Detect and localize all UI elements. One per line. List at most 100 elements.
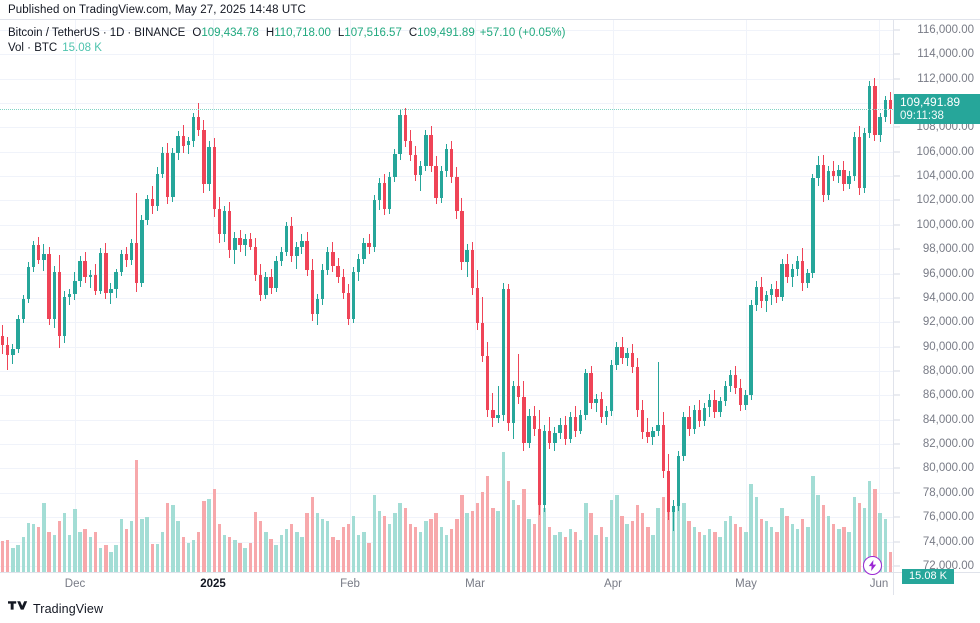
candle-body xyxy=(238,238,242,246)
volume-bar xyxy=(868,481,872,572)
price-tick-dash xyxy=(894,516,900,518)
candle-body xyxy=(811,178,815,274)
candle-body xyxy=(413,155,418,175)
price-axis-tick-label: 92,000.00 xyxy=(922,316,974,329)
volume-bar xyxy=(145,517,149,572)
price-gridline xyxy=(0,78,893,80)
time-gridline xyxy=(350,20,351,572)
volume-bar xyxy=(16,545,20,572)
candle-body xyxy=(439,171,444,198)
chart-plot-area[interactable] xyxy=(0,20,893,572)
candle-body xyxy=(83,261,87,278)
volume-bar xyxy=(403,508,407,572)
candle-body xyxy=(682,417,686,457)
candle-body xyxy=(837,169,841,176)
lightning-bolt-icon[interactable] xyxy=(863,556,882,575)
volume-bar xyxy=(625,524,629,572)
volume-bar xyxy=(630,521,635,572)
price-gridline xyxy=(0,224,893,226)
current-price-badge[interactable]: 109,491.89 09:11:38 xyxy=(894,94,980,125)
volume-bar xyxy=(682,502,686,572)
candle-body xyxy=(362,242,366,259)
chart-legend[interactable]: Bitcoin / TetherUS · 1D · BINANCE O 109,… xyxy=(8,26,565,56)
candle-body xyxy=(661,424,665,471)
candle-body xyxy=(517,385,521,397)
volume-bar xyxy=(589,513,593,572)
volume-bar xyxy=(816,494,820,572)
candle-body xyxy=(176,135,180,153)
candle-body xyxy=(790,268,795,278)
candle-body xyxy=(775,289,779,297)
volume-bar xyxy=(320,518,325,572)
price-tick-dash xyxy=(894,443,900,445)
candle-body xyxy=(465,250,469,263)
candle-body xyxy=(88,274,93,278)
candle-wick xyxy=(492,392,494,427)
volume-bar xyxy=(238,542,242,572)
candle-wick xyxy=(136,193,138,292)
candle-body xyxy=(124,253,129,261)
volume-bar xyxy=(26,522,31,572)
volume-bar xyxy=(357,534,361,572)
volume-bar xyxy=(171,505,175,572)
volume-bar xyxy=(284,529,289,572)
volume-bar xyxy=(842,526,846,572)
candle-wick xyxy=(647,418,649,443)
time-axis[interactable]: Dec 2025 Feb Mar Apr May Jun xyxy=(0,572,893,595)
candle-body xyxy=(708,400,712,408)
candle-body xyxy=(114,272,118,290)
volume-bar xyxy=(310,497,314,572)
volume-bar xyxy=(248,542,253,572)
volume-bar xyxy=(88,537,93,572)
legend-open-label: O xyxy=(192,27,202,39)
volume-bar xyxy=(635,505,640,572)
volume-bar xyxy=(253,512,258,572)
volume-bar xyxy=(166,502,170,572)
price-tick-dash xyxy=(894,394,900,396)
volume-bar xyxy=(769,526,774,572)
candle-body xyxy=(713,400,717,413)
price-tick-dash xyxy=(894,199,900,201)
candle-body xyxy=(67,294,72,297)
current-price-time: 09:11:38 xyxy=(900,110,944,123)
volume-bar xyxy=(258,521,263,572)
candle-body xyxy=(532,416,536,430)
volume-bar xyxy=(501,452,505,572)
candle-body xyxy=(656,424,660,431)
candle-body xyxy=(764,295,769,302)
volume-bar xyxy=(465,513,469,572)
legend-exchange[interactable]: BINANCE xyxy=(134,27,186,39)
chart-frame: 116,000.00114,000.00112,000.00110,000.00… xyxy=(0,19,980,595)
price-gridline xyxy=(0,249,893,251)
legend-symbol[interactable]: Bitcoin / TetherUS xyxy=(8,27,100,39)
current-price-value: 109,491.89 xyxy=(900,95,961,110)
candle-body xyxy=(475,288,480,324)
time-gridline xyxy=(213,20,214,572)
price-tick-dash xyxy=(894,541,900,542)
volume-badge[interactable]: 15.08 K xyxy=(902,569,954,584)
volume-bar xyxy=(579,540,583,572)
price-gridline xyxy=(0,54,893,56)
tradingview-logo-icon xyxy=(8,600,28,618)
volume-bar xyxy=(702,534,707,572)
volume-bar xyxy=(857,502,862,572)
candle-body xyxy=(253,246,258,275)
candle-body xyxy=(558,424,562,434)
volume-bar xyxy=(274,545,278,572)
volume-bar xyxy=(186,542,191,572)
volume-bar xyxy=(455,518,459,572)
candle-body xyxy=(243,239,247,246)
candle-body xyxy=(93,274,98,291)
candle-body xyxy=(47,253,51,319)
candle-body xyxy=(579,414,583,431)
legend-volume-label[interactable]: Vol · BTC xyxy=(8,42,58,54)
candle-body xyxy=(506,289,511,424)
candle-body xyxy=(749,305,753,396)
volume-bar xyxy=(764,521,769,572)
legend-interval[interactable]: 1D xyxy=(109,27,125,39)
legend-volume-value: 15.08 K xyxy=(62,42,102,54)
volume-bar xyxy=(486,476,490,572)
candle-body xyxy=(228,211,232,251)
volume-bar xyxy=(651,534,655,572)
volume-bar xyxy=(212,489,216,572)
